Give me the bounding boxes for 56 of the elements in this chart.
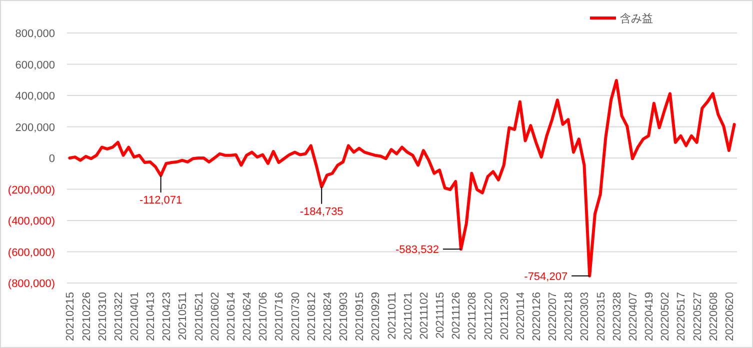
- x-tick-label: 20211126: [450, 292, 463, 340]
- y-tick-label: 200,000: [15, 122, 55, 134]
- x-tick-label: 20210423: [161, 292, 174, 341]
- x-tick-label: 20210929: [370, 292, 382, 341]
- x-tick-label: 20210812: [306, 292, 318, 341]
- y-tick-label: 600,000: [15, 59, 55, 72]
- x-tick-label: 20210310: [96, 292, 109, 341]
- x-tick-label: 20220126: [531, 292, 543, 341]
- x-tick-label: 20220218: [563, 292, 576, 341]
- x-tick-label: 20210716: [274, 292, 286, 341]
- x-tick-label: 20220207: [547, 292, 560, 341]
- x-tick-label: 20210401: [129, 292, 141, 341]
- annotation: -112,071: [139, 194, 182, 207]
- x-tick-label: 20220419: [644, 292, 656, 341]
- y-tick-label: (400,000): [8, 216, 55, 228]
- x-tick-label: 20210226: [80, 292, 93, 341]
- x-tick-label: 20210903: [338, 292, 350, 341]
- y-tick-label: 0: [48, 153, 55, 165]
- x-tick-label: 20210915: [354, 292, 366, 341]
- x-tick-label: 20211230: [498, 292, 511, 340]
- x-tick-label: 20211021: [402, 292, 414, 340]
- x-tick-label: 20210521: [193, 292, 206, 341]
- x-tick-label: 20211208: [466, 292, 479, 340]
- x-tick-label: 20220315: [595, 292, 608, 341]
- x-tick-label: 20210614: [225, 292, 238, 341]
- x-tick-label: 20220328: [611, 292, 624, 341]
- x-tick-label: 20220502: [660, 292, 672, 341]
- x-tick-label: 20211102: [418, 292, 430, 340]
- x-tick-label: 20210511: [177, 292, 190, 340]
- annotation: -583,532: [396, 244, 439, 256]
- x-tick-label: 20210413: [145, 292, 158, 341]
- annotation: -184,735: [300, 206, 344, 218]
- y-tick-label: (800,000): [8, 278, 55, 290]
- x-tick-label: 20211011: [386, 292, 398, 340]
- x-tick-label: 20210215: [64, 292, 77, 341]
- x-tick-label: 20210322: [112, 292, 125, 341]
- x-tick-label: 20220407: [627, 292, 640, 341]
- x-tick-label: 20210602: [209, 292, 222, 341]
- x-tick-label: 20220114: [514, 292, 527, 340]
- legend-label: 含み益: [620, 12, 653, 25]
- x-tick-label: 20210730: [290, 292, 302, 341]
- y-tick-label: (600,000): [8, 246, 55, 259]
- x-tick-label: 20211115: [434, 292, 447, 338]
- y-tick-label: (200,000): [8, 184, 55, 196]
- x-tick-label: 20211220: [482, 292, 495, 340]
- y-tick-label: 800,000: [15, 28, 55, 40]
- x-tick-label: 20220608: [708, 292, 720, 341]
- annotation: -754,207: [524, 270, 568, 283]
- x-tick-label: 20220517: [676, 292, 688, 341]
- x-tick-label: 20210624: [242, 292, 254, 341]
- x-tick-label: 20220527: [692, 292, 704, 341]
- x-tick-label: 20220303: [579, 292, 592, 341]
- y-tick-label: 400,000: [15, 90, 55, 102]
- x-tick-label: 20210824: [322, 292, 334, 341]
- x-tick-label: 20220620: [724, 292, 736, 341]
- x-tick-label: 20210706: [258, 292, 270, 341]
